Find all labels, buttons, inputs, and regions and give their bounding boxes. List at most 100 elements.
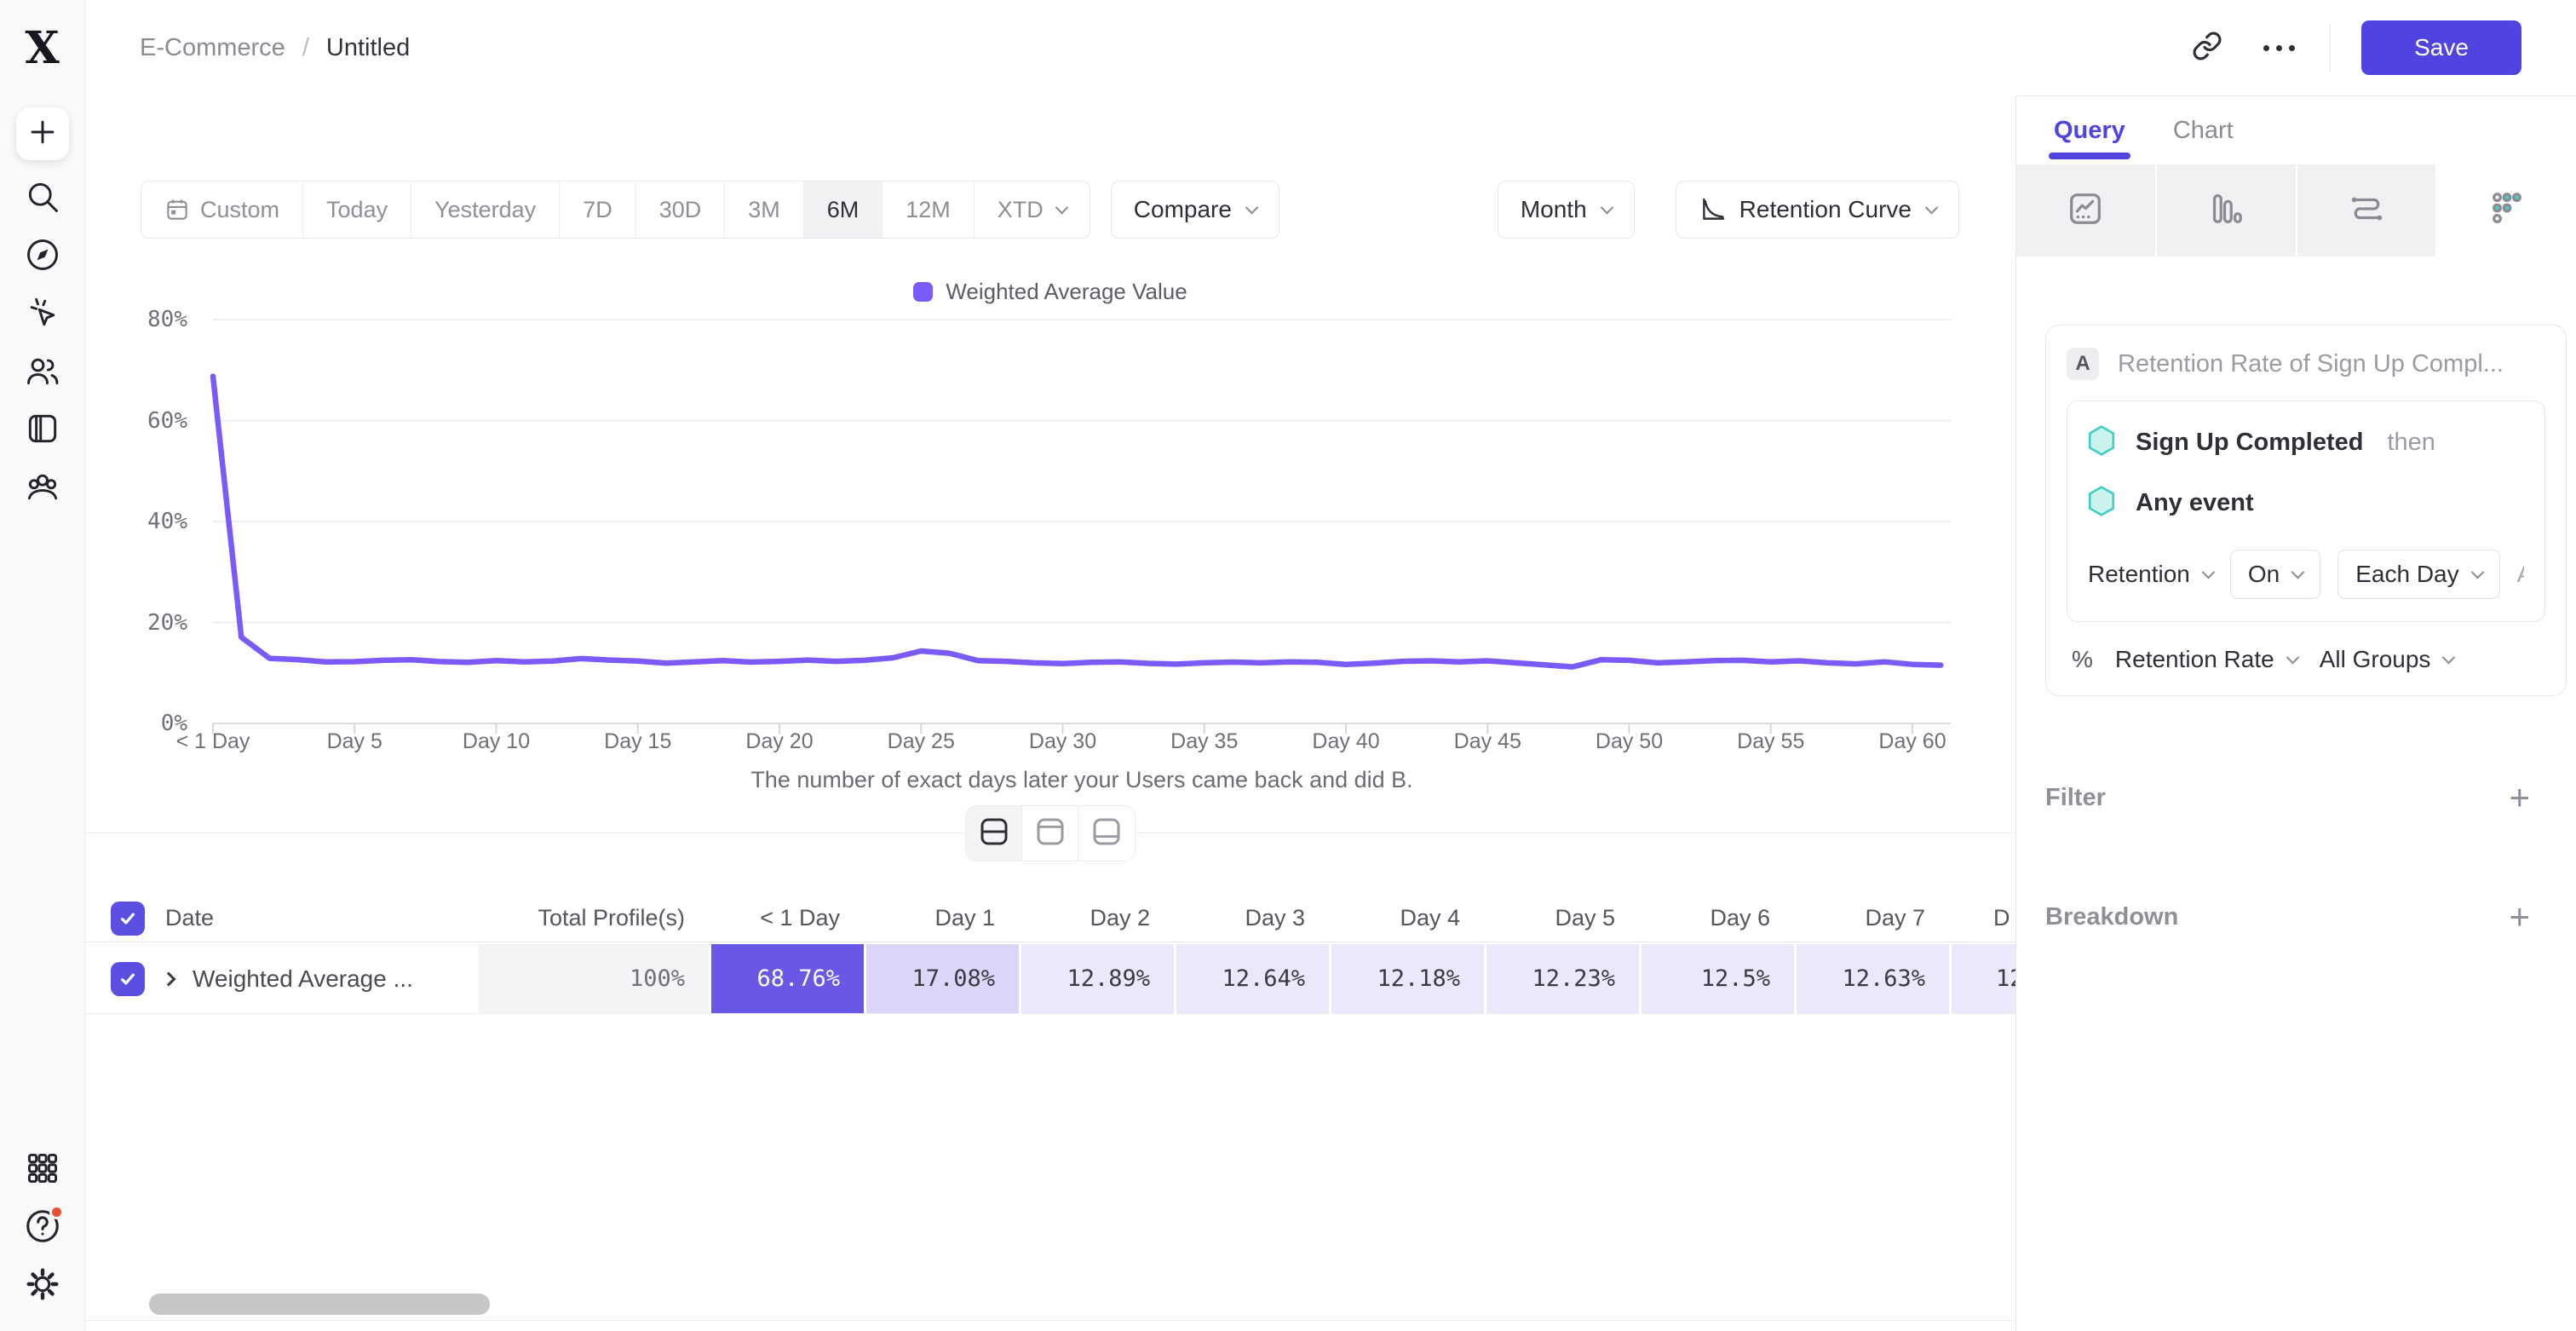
chevron-down-icon [2286,650,2299,664]
apps-button[interactable] [23,1150,62,1190]
first-event-row[interactable]: Sign Up Completed then [2088,425,2524,460]
y-tick-label: 60% [147,407,187,434]
retention-value-cell[interactable]: 12.64% [1176,944,1329,1014]
boards-button[interactable] [23,411,62,450]
search-button[interactable] [23,179,62,218]
interval-dropdown[interactable]: Each Day [2337,550,2500,599]
layout-chart-only-button[interactable] [1022,806,1078,861]
returning-event-row[interactable]: Any event [2088,486,2524,521]
horizontal-scrollbar-track [85,1320,2015,1321]
more-options-button[interactable] [2258,27,2299,68]
retention-type-dropdown[interactable]: Retention [2088,561,2216,588]
retention-value-cell[interactable]: 68.76% [711,944,864,1014]
layout-split-button[interactable] [966,806,1022,861]
retention-value-cell[interactable]: 12.18% [1331,944,1484,1014]
column-header[interactable]: Day 2 [1019,895,1174,942]
panel-tabs: Query Chart [2016,96,2576,164]
create-new-button[interactable] [15,107,69,160]
events-button[interactable] [23,295,62,334]
query-title[interactable]: Retention Rate of Sign Up Compl... [2118,349,2504,377]
save-button[interactable]: Save [2361,20,2521,75]
report-canvas: Custom Today Yesterday 7D 30D 3M 6M 12M XTD Comp… [85,95,2015,1331]
retention-value-cell[interactable]: 12.89% [1021,944,1174,1014]
insights-icon [2066,189,2105,233]
mixpanel-logo[interactable]: X [25,21,60,74]
cohorts-button[interactable] [23,469,62,508]
copy-link-button[interactable] [2187,27,2228,68]
column-header[interactable]: Day 4 [1329,895,1484,942]
y-tick-label: 40% [147,509,187,534]
compare-button[interactable]: Compare [1110,181,1279,239]
advanced-dropdown[interactable]: Adv... [2517,561,2524,588]
flows-report-button[interactable] [2297,164,2438,256]
range-7d[interactable]: 7D [560,182,636,238]
date-range-picker: Custom Today Yesterday 7D 30D 3M 6M 12M XTD [141,181,1090,239]
x-axis-caption: The number of exact days later your User… [750,767,1413,792]
query-card: A Retention Rate of Sign Up Compl... Sig… [2045,325,2567,696]
x-tick-label: Day 40 [1312,729,1380,753]
tab-query[interactable]: Query [2049,116,2130,159]
retention-value-cell[interactable]: 12. [1952,944,2015,1014]
range-xtd[interactable]: XTD [975,182,1090,238]
tab-chart[interactable]: Chart [2172,116,2234,144]
funnels-report-button[interactable] [2156,164,2297,256]
retention-value-cell[interactable]: 12.23% [1486,944,1639,1014]
breadcrumb-report-title[interactable]: Untitled [325,33,411,61]
column-header[interactable]: Day 1 [864,895,1019,942]
column-header[interactable]: Total Profile(s) [477,895,709,942]
granularity-dropdown[interactable]: Month [1497,181,1635,239]
horizontal-scrollbar-thumb[interactable] [149,1294,490,1315]
compass-icon [24,236,61,278]
legend-label: Weighted Average Value [946,279,1187,304]
column-header[interactable]: Day 6 [1639,895,1794,942]
measure-dropdown[interactable]: Retention Rate [2115,646,2299,673]
users-button[interactable] [23,353,62,392]
flows-icon [2347,189,2386,233]
range-yesterday[interactable]: Yesterday [411,182,561,238]
retention-curve-icon [1699,195,1728,224]
checkbox[interactable] [111,961,145,996]
chevron-down-icon [1924,200,1939,214]
total-profiles-cell[interactable]: 100% [479,944,709,1014]
notification-dot [49,1205,64,1219]
more-icon [2263,44,2295,51]
help-button[interactable] [23,1205,64,1247]
y-tick-label: 80% [147,307,187,332]
retention-value-cell[interactable]: 17.08% [866,944,1019,1014]
range-3m[interactable]: 3M [725,182,804,238]
x-tick-label: Day 35 [1170,729,1239,753]
layout-table-only-button[interactable] [1078,806,1135,861]
column-header[interactable]: < 1 Day [709,895,864,942]
column-header-clipped[interactable]: D [1949,895,2015,942]
x-tick-label: Day 10 [462,729,531,753]
settings-button[interactable] [23,1266,62,1305]
chevron-right-icon[interactable] [161,971,176,986]
add-breakdown-button[interactable]: + [2509,896,2530,936]
range-today[interactable]: Today [303,182,412,238]
column-header-date[interactable]: Date [85,895,477,942]
insights-report-button[interactable] [2016,164,2157,256]
checkbox[interactable] [111,901,145,936]
chart-type-dropdown[interactable]: Retention Curve [1675,181,1959,239]
boards-icon [24,410,61,452]
range-6m[interactable]: 6M [803,182,883,238]
retention-on-dropdown[interactable]: On [2229,550,2321,599]
chart-legend: Weighted Average Value [85,279,2015,305]
range-12m[interactable]: 12M [883,182,975,238]
discover-button[interactable] [23,237,62,276]
apps-grid-icon [24,1150,61,1191]
column-header[interactable]: Day 5 [1484,895,1639,942]
retention-line-chart[interactable] [210,319,1951,734]
retention-value-cell[interactable]: 12.5% [1642,944,1794,1014]
column-header[interactable]: Day 7 [1794,895,1949,942]
add-filter-button[interactable]: + [2509,777,2530,817]
groups-dropdown[interactable]: All Groups [2320,646,2456,673]
breadcrumb-project[interactable]: E-Commerce [140,33,285,61]
row-label-cell[interactable]: Weighted Average ... [85,944,477,1014]
layout-split-icon [976,814,1012,854]
retention-value-cell[interactable]: 12.63% [1797,944,1949,1014]
column-header[interactable]: Day 3 [1174,895,1329,942]
range-30d[interactable]: 30D [636,182,726,238]
retention-report-button[interactable] [2437,164,2576,256]
range-custom[interactable]: Custom [141,182,304,238]
